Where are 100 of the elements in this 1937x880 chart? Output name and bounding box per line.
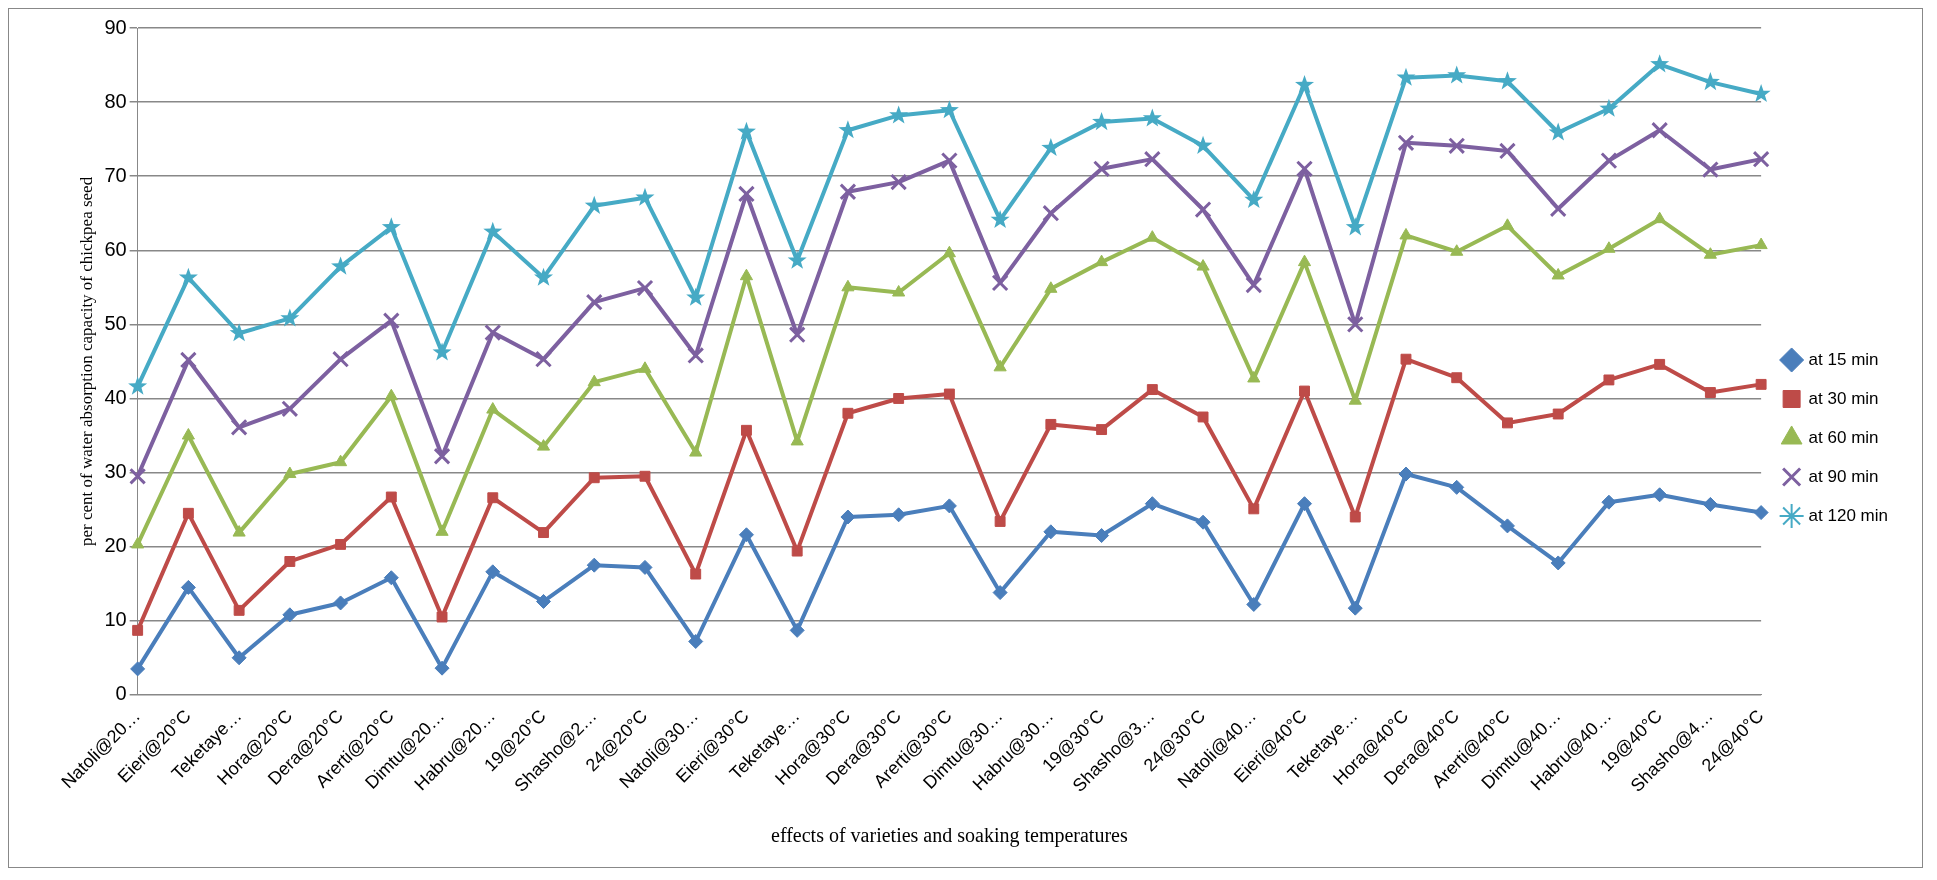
point	[1297, 496, 1313, 512]
point	[587, 374, 601, 387]
point	[1297, 254, 1312, 267]
point	[280, 308, 300, 327]
point	[1248, 503, 1260, 515]
point	[940, 152, 958, 170]
point	[1599, 98, 1619, 117]
point	[1500, 218, 1515, 230]
point	[1755, 378, 1767, 390]
point	[1650, 54, 1670, 73]
point	[687, 346, 705, 365]
point	[1041, 138, 1061, 157]
point	[891, 507, 907, 523]
point	[332, 350, 350, 368]
point	[1399, 227, 1413, 240]
point	[893, 393, 905, 404]
point	[385, 491, 397, 503]
point	[689, 445, 703, 457]
point	[1349, 511, 1361, 523]
point	[1397, 134, 1415, 152]
point	[1146, 384, 1158, 396]
point	[636, 279, 654, 297]
point	[1045, 418, 1057, 430]
point	[381, 217, 401, 236]
point	[1654, 358, 1666, 370]
point	[1549, 200, 1567, 218]
point	[178, 267, 198, 286]
point	[1144, 496, 1160, 512]
point	[433, 447, 451, 465]
point	[1346, 315, 1364, 333]
point	[1498, 142, 1517, 160]
point	[586, 557, 602, 573]
point	[1043, 524, 1059, 540]
point	[335, 538, 347, 550]
point	[1703, 247, 1717, 259]
point	[1196, 259, 1210, 271]
y-axis-title: per cent of water absorption capacity of chickpea seed	[76, 176, 96, 546]
point	[991, 274, 1009, 292]
point	[939, 100, 959, 119]
point	[284, 556, 296, 567]
point	[436, 611, 448, 623]
point	[1502, 417, 1513, 429]
point	[128, 376, 148, 395]
point	[1653, 211, 1667, 224]
point	[1451, 372, 1463, 384]
point	[638, 361, 652, 373]
point	[789, 622, 805, 638]
point	[1348, 393, 1362, 405]
point	[1701, 160, 1719, 179]
point	[1551, 267, 1565, 280]
point	[485, 564, 501, 580]
point	[333, 595, 349, 611]
point	[1751, 83, 1771, 103]
point	[1396, 67, 1416, 86]
point	[1753, 505, 1769, 521]
point	[1651, 121, 1669, 139]
y-tick-label: 10	[104, 608, 127, 631]
point	[1295, 75, 1315, 94]
point	[1497, 71, 1517, 90]
point	[1193, 135, 1213, 154]
y-tick-label: 80	[104, 89, 127, 112]
point	[1246, 596, 1262, 612]
point	[536, 439, 551, 451]
point	[1702, 496, 1718, 512]
point	[889, 105, 909, 124]
point	[993, 359, 1007, 372]
point	[840, 509, 856, 525]
point	[1398, 466, 1414, 482]
point	[1092, 112, 1112, 131]
point	[737, 185, 756, 203]
point	[1603, 374, 1615, 386]
point	[787, 250, 807, 269]
point	[383, 570, 399, 586]
point	[382, 312, 400, 330]
point	[283, 466, 297, 479]
point	[1450, 244, 1464, 256]
legend-label: at 30 min	[1808, 388, 1879, 408]
point	[1550, 555, 1566, 571]
point	[1044, 281, 1058, 293]
point	[179, 351, 197, 369]
point	[1499, 518, 1515, 534]
point	[1400, 353, 1412, 365]
point	[180, 579, 196, 595]
point	[738, 527, 754, 543]
point	[230, 418, 248, 436]
point	[1143, 150, 1161, 168]
point	[788, 326, 806, 344]
point	[1295, 160, 1314, 178]
y-tick-label: 90	[104, 15, 127, 38]
point	[536, 593, 552, 609]
point	[435, 524, 449, 536]
point	[992, 585, 1008, 601]
point	[1197, 411, 1209, 423]
point	[791, 545, 803, 557]
point	[1448, 137, 1466, 155]
point	[434, 660, 450, 676]
point	[688, 633, 704, 649]
point	[942, 245, 956, 258]
point	[739, 268, 754, 281]
point	[487, 492, 499, 504]
